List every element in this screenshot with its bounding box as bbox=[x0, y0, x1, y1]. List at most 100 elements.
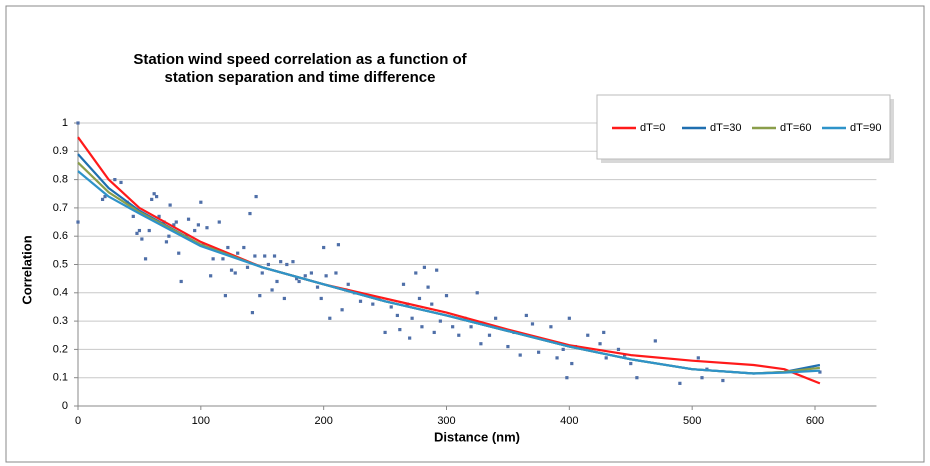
y-axis-label: Correlation bbox=[19, 235, 34, 304]
data-point bbox=[340, 308, 344, 312]
legend-label: dT=60 bbox=[780, 122, 812, 134]
y-tick-label: 1 bbox=[62, 117, 68, 129]
data-point bbox=[414, 271, 418, 275]
data-point bbox=[179, 279, 183, 284]
data-point bbox=[518, 353, 522, 357]
data-point bbox=[309, 271, 313, 275]
data-point bbox=[119, 180, 123, 185]
data-point bbox=[250, 311, 255, 315]
data-point bbox=[103, 194, 107, 199]
data-point bbox=[700, 376, 704, 380]
data-point bbox=[629, 361, 633, 366]
data-point bbox=[155, 194, 159, 199]
data-point bbox=[426, 285, 430, 289]
data-point bbox=[291, 260, 295, 264]
data-point bbox=[236, 251, 240, 255]
data-point bbox=[653, 339, 657, 343]
data-point bbox=[263, 254, 267, 258]
data-point bbox=[494, 316, 498, 320]
trend-line bbox=[77, 170, 820, 375]
data-point bbox=[152, 192, 156, 196]
data-point bbox=[422, 265, 426, 269]
data-point bbox=[135, 231, 139, 235]
data-point bbox=[147, 228, 151, 233]
data-point bbox=[275, 279, 279, 284]
x-tick-label: 100 bbox=[192, 415, 210, 427]
data-point bbox=[561, 347, 565, 351]
data-point bbox=[177, 251, 181, 255]
data-point bbox=[479, 342, 483, 346]
data-point bbox=[417, 296, 422, 301]
legend-label: dT=30 bbox=[710, 122, 742, 134]
data-point bbox=[272, 254, 277, 258]
data-point bbox=[167, 234, 171, 238]
data-point bbox=[408, 336, 412, 340]
data-point bbox=[506, 344, 510, 349]
data-point bbox=[295, 277, 299, 281]
y-tick-label: 0.7 bbox=[53, 202, 68, 214]
data-point bbox=[279, 260, 283, 264]
y-tick-label: 0.3 bbox=[53, 315, 68, 327]
data-point bbox=[334, 271, 338, 275]
data-point bbox=[383, 330, 387, 335]
data-point bbox=[164, 240, 169, 244]
y-tick-label: 0.9 bbox=[53, 145, 68, 157]
data-point bbox=[457, 333, 461, 337]
y-tick-label: 0.2 bbox=[53, 343, 68, 355]
data-point bbox=[150, 197, 154, 202]
data-point bbox=[635, 376, 639, 380]
data-point bbox=[199, 200, 203, 204]
data-point bbox=[435, 268, 439, 272]
data-point bbox=[322, 245, 326, 250]
data-point bbox=[221, 257, 225, 261]
y-tick-label: 0.6 bbox=[53, 230, 68, 242]
data-point bbox=[157, 214, 161, 218]
x-tick-label: 0 bbox=[75, 415, 81, 427]
x-tick-label: 300 bbox=[437, 415, 455, 427]
data-point bbox=[432, 330, 436, 335]
data-point bbox=[254, 194, 258, 199]
x-tick-label: 600 bbox=[806, 415, 824, 427]
data-point bbox=[303, 274, 307, 278]
data-point bbox=[567, 316, 571, 320]
x-tick-label: 200 bbox=[314, 415, 332, 427]
data-point bbox=[196, 223, 200, 227]
x-tick-label: 400 bbox=[560, 415, 578, 427]
data-point bbox=[233, 271, 237, 275]
data-point bbox=[315, 285, 320, 289]
data-point bbox=[616, 347, 621, 351]
data-point bbox=[260, 271, 264, 275]
data-point bbox=[602, 330, 606, 335]
data-point bbox=[245, 265, 250, 269]
data-point bbox=[537, 350, 541, 354]
data-point bbox=[319, 296, 323, 301]
data-point bbox=[248, 211, 252, 216]
legend-label: dT=90 bbox=[850, 122, 882, 134]
y-tick-label: 0.8 bbox=[53, 174, 68, 186]
data-point bbox=[469, 325, 473, 329]
data-point bbox=[143, 257, 148, 261]
trend-line bbox=[77, 136, 821, 385]
y-tick-label: 0.4 bbox=[53, 287, 68, 299]
data-point bbox=[297, 279, 301, 284]
data-point bbox=[209, 274, 213, 278]
data-point bbox=[140, 237, 144, 241]
data-point bbox=[211, 257, 215, 261]
data-point bbox=[398, 327, 402, 332]
data-point bbox=[131, 214, 135, 218]
data-point bbox=[678, 381, 682, 385]
data-point bbox=[818, 370, 822, 374]
data-point bbox=[223, 294, 227, 298]
data-point bbox=[174, 220, 178, 224]
y-tick-label: 0 bbox=[62, 400, 68, 412]
chart-frame bbox=[5, 5, 925, 463]
data-point bbox=[358, 299, 363, 303]
data-point bbox=[395, 313, 399, 318]
data-point bbox=[282, 296, 286, 301]
data-point bbox=[598, 342, 602, 346]
data-point bbox=[76, 220, 80, 224]
data-point bbox=[193, 228, 197, 233]
data-point bbox=[266, 262, 270, 267]
data-point bbox=[137, 228, 142, 233]
